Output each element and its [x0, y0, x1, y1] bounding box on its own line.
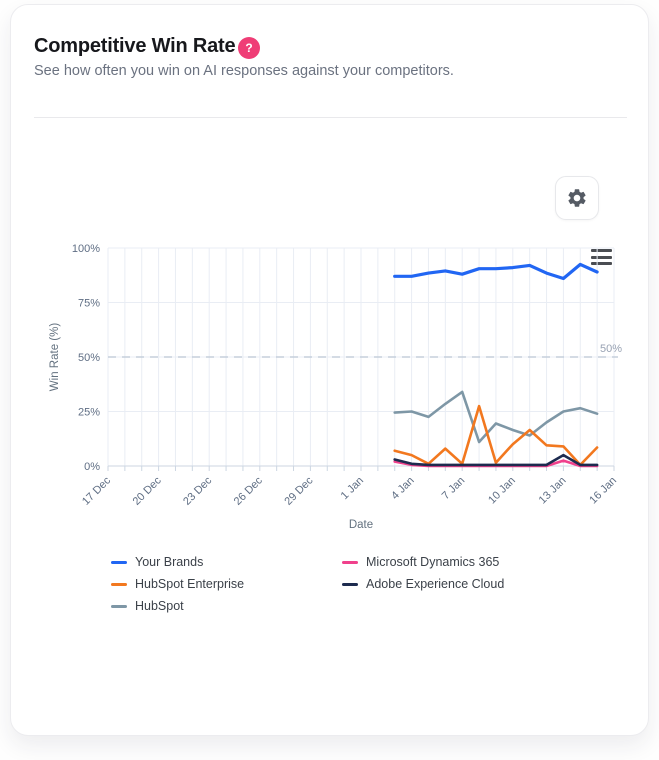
svg-text:16 Jan: 16 Jan [587, 475, 619, 507]
legend-column-1: Your Brands HubSpot Enterprise HubSpot [111, 551, 342, 617]
legend-item-hubspot-enterprise[interactable]: HubSpot Enterprise [111, 573, 342, 595]
win-rate-line-chart: 0% 25% 50% 75% 100% 17 Dec 20 Dec 23 Dec 26 Dec 2… [49, 243, 622, 531]
legend-swatch-icon [342, 560, 358, 564]
x-axis-title: Date [349, 519, 373, 531]
chart-context-menu-button[interactable] [589, 247, 614, 267]
legend-label: HubSpot Enterprise [135, 577, 245, 591]
series-line-adobe-experience-cloud [393, 453, 599, 467]
legend-label: Microsoft Dynamics 365 [366, 555, 500, 569]
help-badge[interactable]: ? [238, 37, 260, 59]
page-title: Competitive Win Rate [34, 35, 236, 57]
y-axis-title: Win Rate (%) [49, 323, 61, 392]
y-axis-labels: 0% 25% 50% 75% 100% [72, 243, 100, 473]
svg-text:17 Dec: 17 Dec [80, 474, 113, 507]
x-axis-labels: 17 Dec 20 Dec 23 Dec 26 Dec 29 Dec 1 Jan 4 Jan… [80, 474, 619, 507]
legend-column-2: Microsoft Dynamics 365 Adobe Experience C… [342, 551, 504, 617]
svg-text:13 Jan: 13 Jan [537, 475, 569, 507]
legend-item-microsoft-dynamics-365[interactable]: Microsoft Dynamics 365 [342, 551, 504, 573]
legend-label: Your Brands [135, 555, 204, 569]
svg-text:0%: 0% [84, 461, 100, 473]
reference-line-label: 50% [600, 343, 622, 355]
svg-text:29 Dec: 29 Dec [282, 474, 315, 507]
legend-label: HubSpot [135, 599, 184, 613]
question-mark-icon: ? [245, 41, 253, 55]
legend-item-hubspot[interactable]: HubSpot [111, 595, 342, 617]
legend-item-adobe-experience-cloud[interactable]: Adobe Experience Cloud [342, 573, 504, 595]
svg-text:75%: 75% [78, 298, 100, 310]
svg-text:25%: 25% [78, 407, 100, 419]
legend-label: Adobe Experience Cloud [366, 577, 505, 591]
svg-text:50%: 50% [78, 352, 100, 364]
series-line-hubspot [393, 390, 599, 444]
svg-text:1 Jan: 1 Jan [339, 475, 367, 503]
legend-swatch-icon [111, 604, 127, 608]
svg-text:4 Jan: 4 Jan [389, 475, 417, 503]
competitive-win-rate-card: Competitive Win Rate ? See how often you… [10, 4, 649, 736]
svg-text:7 Jan: 7 Jan [440, 475, 468, 503]
divider [34, 117, 627, 118]
legend-swatch-icon [111, 582, 127, 586]
svg-text:26 Dec: 26 Dec [232, 474, 265, 507]
svg-text:20 Dec: 20 Dec [131, 474, 164, 507]
svg-text:100%: 100% [72, 243, 100, 255]
svg-text:23 Dec: 23 Dec [181, 474, 214, 507]
subtitle: See how often you win on AI responses ag… [34, 63, 454, 79]
legend-item-your-brands[interactable]: Your Brands [111, 551, 342, 573]
legend-swatch-icon [342, 582, 358, 586]
chart-legend: Your Brands HubSpot Enterprise HubSpot Mic… [111, 551, 504, 617]
series-line-your-brands [393, 262, 599, 281]
gear-icon [568, 189, 586, 207]
settings-button[interactable] [555, 176, 599, 220]
svg-text:10 Jan: 10 Jan [486, 475, 518, 507]
legend-swatch-icon [111, 560, 127, 564]
